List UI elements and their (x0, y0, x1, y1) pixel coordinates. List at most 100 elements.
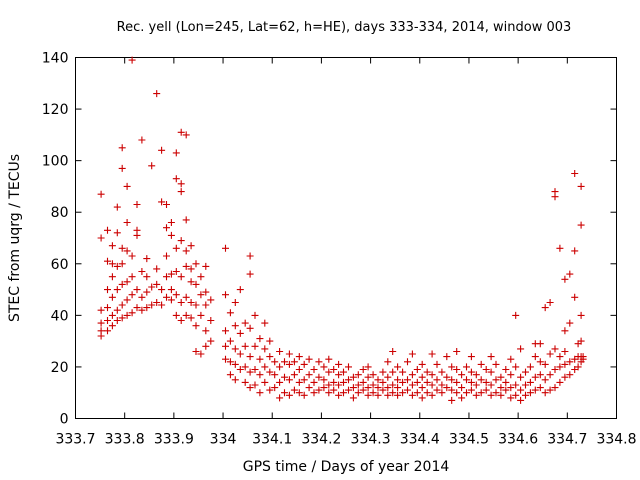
data-point (551, 188, 559, 196)
data-point (374, 376, 382, 384)
data-point (197, 273, 205, 281)
data-point (133, 226, 141, 234)
data-point (281, 358, 288, 366)
data-point (354, 371, 362, 379)
data-point (330, 386, 338, 394)
y-axis-tick-labels: 0 20 40 60 80 100 120 140 (42, 51, 69, 428)
data-point (266, 368, 274, 376)
data-point (153, 265, 161, 273)
data-point (507, 371, 515, 379)
data-point (497, 384, 505, 392)
data-point (246, 368, 254, 376)
data-point (438, 381, 446, 389)
data-point (285, 350, 293, 358)
data-point (231, 322, 239, 330)
data-point (428, 381, 436, 389)
data-point (472, 371, 480, 379)
data-point (113, 317, 121, 324)
data-point (448, 386, 456, 394)
data-point (113, 286, 121, 294)
data-point (433, 360, 441, 368)
data-point (300, 360, 308, 368)
data-point (143, 255, 151, 263)
data-point (197, 311, 205, 319)
data-point (418, 373, 426, 381)
data-point (335, 371, 343, 379)
data-point (340, 389, 347, 397)
data-point (394, 384, 402, 392)
data-point (182, 131, 190, 139)
data-point (104, 304, 111, 312)
data-point (192, 348, 200, 355)
data-point (108, 311, 116, 319)
data-point (123, 311, 131, 319)
data-point (256, 335, 264, 343)
data-point (477, 389, 485, 397)
data-point (413, 378, 421, 386)
data-point (163, 201, 170, 208)
data-point (138, 306, 146, 314)
data-point (104, 327, 111, 335)
data-point (389, 368, 397, 376)
data-point (295, 353, 303, 361)
data-point (423, 389, 431, 397)
data-point (182, 262, 190, 270)
data-point (133, 201, 141, 208)
data-point (364, 391, 372, 399)
data-point (231, 345, 239, 353)
data-point (512, 391, 520, 399)
data-point (428, 391, 436, 399)
data-point (364, 384, 372, 392)
data-point (246, 252, 254, 260)
data-point (502, 366, 510, 373)
data-point (158, 198, 166, 206)
data-point (113, 262, 121, 270)
data-point (556, 353, 564, 361)
data-point (197, 350, 205, 358)
y-tick-label: 120 (42, 102, 69, 118)
data-point (354, 389, 362, 397)
data-point (285, 360, 293, 368)
data-point (453, 366, 461, 373)
data-point (266, 353, 274, 361)
data-point (330, 366, 338, 373)
data-point (118, 260, 126, 268)
data-point (261, 378, 269, 386)
data-point (276, 378, 284, 386)
data-point (541, 304, 549, 312)
data-point (556, 363, 564, 371)
data-point (118, 144, 126, 152)
data-point (177, 180, 185, 188)
data-point (290, 371, 298, 379)
data-point (345, 376, 352, 384)
data-point (492, 360, 500, 368)
data-point (443, 353, 451, 361)
data-point (349, 394, 357, 402)
data-point (487, 381, 495, 389)
data-point (531, 373, 539, 381)
data-point (167, 270, 175, 278)
data-point (187, 299, 195, 306)
data-point (182, 247, 190, 255)
data-point (163, 273, 170, 281)
data-point (561, 373, 569, 381)
data-point (531, 386, 539, 394)
data-point (428, 350, 436, 358)
data-point (389, 348, 397, 355)
data-point (399, 368, 407, 376)
data-point (408, 371, 416, 379)
data-point (522, 391, 529, 399)
data-point (187, 314, 195, 322)
data-point (577, 311, 585, 319)
data-point (458, 384, 466, 392)
x-tick-label: 334 (210, 432, 237, 448)
data-point (222, 291, 229, 299)
data-point (231, 299, 239, 306)
data-point (551, 366, 559, 373)
data-point (108, 293, 116, 301)
data-point (384, 384, 392, 392)
data-point (128, 252, 136, 260)
data-point (379, 378, 387, 386)
data-point (571, 170, 579, 177)
